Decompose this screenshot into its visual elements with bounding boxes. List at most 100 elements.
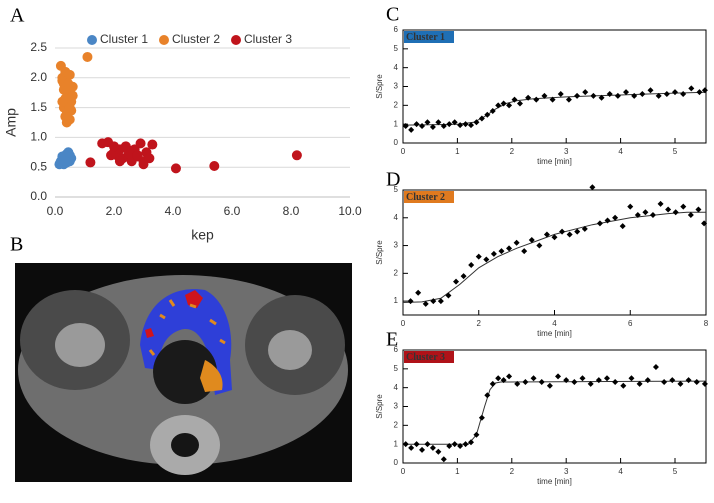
data-point <box>636 380 643 387</box>
x-tick-label: 4 <box>618 147 623 156</box>
data-point <box>663 91 670 98</box>
data-point <box>147 139 158 150</box>
x-tick-label: 0 <box>401 147 406 156</box>
data-point <box>460 273 467 280</box>
x-tick-label: 2 <box>477 319 482 328</box>
data-point <box>106 150 117 161</box>
data-point <box>701 220 708 227</box>
data-point <box>489 380 496 387</box>
data-point <box>440 123 447 130</box>
data-point <box>498 248 505 255</box>
data-point <box>631 92 638 99</box>
data-point <box>627 203 634 210</box>
data-point <box>563 377 570 384</box>
x-tick-label: 8 <box>704 319 709 328</box>
data-point <box>696 89 703 96</box>
x-tick-label: 2 <box>510 467 515 476</box>
legend-label: Cluster 3 <box>244 32 292 46</box>
y-tick-label: 5 <box>394 364 399 373</box>
legend-label: Cluster 1 <box>100 32 148 46</box>
mri-image <box>15 263 352 482</box>
x-tick-label: 5 <box>673 147 678 156</box>
data-point <box>571 379 578 386</box>
data-point <box>402 441 409 448</box>
y-tick-label: 4 <box>394 213 399 222</box>
data-point <box>672 209 679 216</box>
lumen <box>171 433 199 457</box>
data-point <box>495 375 502 382</box>
right-bone <box>268 330 312 370</box>
data-point <box>582 89 589 96</box>
plot-frame <box>402 349 707 464</box>
data-point <box>695 206 702 213</box>
data-point <box>473 431 480 438</box>
data-point <box>614 92 621 99</box>
data-point <box>688 85 695 92</box>
y-tick-label: 3 <box>394 241 399 250</box>
data-point <box>402 123 409 130</box>
x-axis-label: kep <box>191 227 214 243</box>
data-point <box>530 375 537 382</box>
data-point <box>419 123 426 130</box>
y-tick-label: 6 <box>394 345 399 354</box>
data-point <box>419 446 426 453</box>
data-point <box>541 92 548 99</box>
data-point <box>408 444 415 451</box>
data-point <box>506 245 513 252</box>
data-point <box>453 278 460 285</box>
panel-letter: E <box>386 329 398 351</box>
data-point <box>543 231 550 238</box>
data-point <box>522 379 529 386</box>
data-point <box>440 456 447 463</box>
data-point <box>612 214 619 221</box>
panel-letter: A <box>10 5 25 27</box>
data-point <box>429 123 436 130</box>
data-point <box>500 377 507 384</box>
data-point <box>489 107 496 114</box>
x-tick-label: 0 <box>401 467 406 476</box>
y-tick-label: 1.5 <box>30 100 47 114</box>
data-point <box>598 94 605 101</box>
data-point <box>413 441 420 448</box>
data-point <box>685 377 692 384</box>
data-point <box>551 234 558 241</box>
data-point <box>538 379 545 386</box>
y-axis-label: S/Spre <box>375 74 384 99</box>
legend-label: Cluster 1 <box>406 32 445 43</box>
x-axis-label: time [min] <box>537 329 572 338</box>
data-point <box>57 96 68 107</box>
data-point <box>415 289 422 296</box>
x-tick-label: 0.0 <box>47 204 64 218</box>
y-tick-label: 2 <box>394 268 399 277</box>
y-tick-label: 2.5 <box>30 40 47 54</box>
data-point <box>514 380 521 387</box>
tumor-cluster-3 <box>145 290 203 338</box>
data-point <box>687 212 694 218</box>
fit-line <box>402 211 706 303</box>
data-point <box>559 228 566 235</box>
data-point <box>590 92 597 99</box>
x-tick-label: 6.0 <box>224 204 241 218</box>
legend-marker <box>159 35 169 45</box>
legend-marker <box>87 35 97 45</box>
panel-letter: B <box>10 234 23 256</box>
y-tick-label: 5 <box>394 44 399 53</box>
data-point <box>665 206 672 213</box>
data-point <box>680 203 687 210</box>
legend-label: Cluster 2 <box>172 32 220 46</box>
data-point <box>565 96 572 103</box>
y-axis-label: S/Spre <box>375 240 384 265</box>
x-tick-label: 5 <box>673 467 678 476</box>
legend-label: Cluster 2 <box>406 192 445 203</box>
data-point <box>612 379 619 386</box>
data-point <box>623 89 630 96</box>
data-point <box>424 441 431 448</box>
data-point <box>671 89 678 96</box>
data-point <box>67 90 78 101</box>
x-tick-label: 1 <box>455 467 460 476</box>
data-point <box>587 380 594 387</box>
x-tick-label: 4 <box>618 467 623 476</box>
cluster-2-specks <box>148 299 226 356</box>
y-axis-label: Amp <box>3 108 19 137</box>
data-point <box>85 157 96 168</box>
